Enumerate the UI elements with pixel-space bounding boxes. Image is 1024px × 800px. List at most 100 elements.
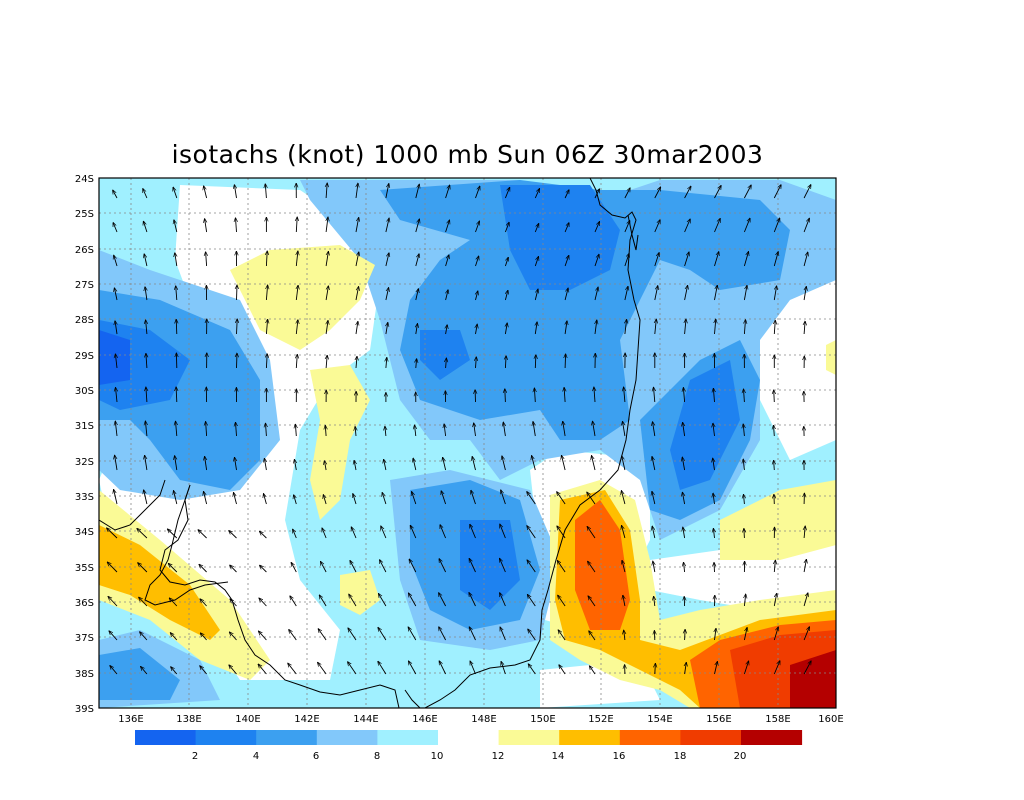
wind-arrow: [713, 493, 715, 505]
wind-arrow: [115, 354, 117, 369]
lon-label: 158E: [765, 714, 790, 725]
wind-arrow: [743, 661, 748, 675]
wind-arrow: [323, 495, 327, 505]
wind-arrow: [415, 425, 416, 437]
wind-arrow: [682, 492, 684, 505]
lon-label: 146E: [412, 714, 437, 725]
wind-arrow: [318, 629, 327, 641]
wind-arrow: [409, 559, 417, 573]
wind-arrow: [412, 492, 417, 505]
wind-arrow: [504, 257, 508, 267]
wind-arrow: [408, 627, 417, 641]
wind-arrow: [440, 525, 447, 539]
wind-arrow: [804, 526, 805, 539]
wind-arrow: [108, 597, 118, 607]
wind-arrow: [439, 593, 446, 607]
wind-arrow: [505, 356, 506, 369]
wind-arrow: [409, 661, 417, 675]
wind-arrow: [444, 424, 446, 437]
wind-arrow: [266, 354, 267, 369]
wind-arrow: [234, 493, 237, 505]
wind-arrow: [532, 456, 536, 471]
wind-arrow: [654, 286, 658, 301]
wind-arrow: [171, 667, 178, 675]
wind-arrow: [355, 427, 356, 437]
wind-arrow: [684, 252, 689, 267]
wind-arrow: [416, 359, 417, 369]
wind-arrow: [325, 251, 328, 267]
wind-arrow: [168, 563, 178, 573]
wind-arrow: [588, 561, 596, 573]
wind-arrow: [773, 661, 780, 675]
wind-arrow: [527, 526, 536, 539]
wind-arrow: [589, 631, 596, 641]
wind-arrow: [685, 662, 687, 675]
wind-arrow: [382, 493, 387, 505]
wind-arrow: [415, 184, 420, 199]
lon-label: 148E: [471, 714, 496, 725]
wind-arrow: [145, 421, 147, 437]
wind-arrow: [205, 219, 207, 233]
wind-arrow: [683, 527, 685, 539]
wind-arrow: [744, 320, 745, 335]
wind-arrow: [264, 494, 267, 505]
wind-arrow: [237, 285, 238, 301]
wind-arrow: [113, 190, 118, 199]
wind-arrow: [621, 491, 626, 505]
wind-arrow: [350, 561, 357, 573]
wind-arrow: [803, 185, 811, 199]
wind-arrow: [595, 320, 597, 335]
wind-arrow: [653, 561, 655, 573]
wind-arrow: [289, 630, 297, 641]
wind-arrow: [446, 325, 448, 335]
wind-arrow: [296, 251, 298, 267]
wind-arrow: [110, 666, 118, 675]
wind-arrow: [534, 224, 538, 233]
wind-arrow: [326, 355, 327, 369]
wind-arrow: [385, 218, 389, 233]
wind-arrow: [500, 524, 506, 539]
wind-arrow: [502, 456, 506, 471]
wind-arrow: [379, 594, 387, 607]
wind-arrow: [144, 490, 148, 505]
wind-arrow: [356, 183, 358, 199]
wind-arrow: [803, 627, 809, 641]
wind-arrow: [235, 457, 237, 471]
plot-frame: [98, 177, 837, 709]
wind-arrow: [145, 455, 148, 471]
wind-arrow: [587, 492, 596, 505]
wind-arrow: [803, 252, 808, 267]
wind-arrow: [206, 252, 207, 267]
wind-arrow: [266, 251, 267, 267]
wind-arrow: [504, 222, 509, 233]
wind-arrow: [773, 185, 781, 199]
wind-arrow: [534, 289, 538, 301]
lon-label: 160E: [818, 714, 843, 725]
wind-arrow: [139, 597, 148, 607]
wind-arrow: [683, 422, 685, 437]
wind-arrow: [175, 253, 177, 267]
wind-arrow: [264, 458, 266, 471]
wind-arrow: [290, 596, 297, 607]
wind-arrow: [469, 627, 476, 641]
wind-arrow: [501, 662, 506, 675]
colorbar-swatch: [377, 730, 439, 745]
wind-arrow: [107, 528, 118, 539]
wind-arrow: [445, 185, 450, 199]
wind-arrow: [266, 285, 267, 301]
wind-arrow: [167, 529, 178, 539]
wind-arrow: [773, 218, 779, 233]
wind-arrow: [318, 662, 327, 675]
wind-arrow: [652, 457, 656, 471]
wind-arrow: [115, 321, 117, 335]
wind-arrow: [146, 387, 147, 403]
wind-arrow: [415, 289, 419, 301]
colorbar-label: 6: [313, 751, 319, 762]
wind-arrow: [237, 353, 238, 369]
colorbar-label: 16: [613, 751, 626, 762]
wind-arrow: [380, 560, 387, 573]
wind-arrow: [295, 424, 296, 437]
wind-arrow: [173, 187, 178, 199]
colorbar-label: 10: [431, 751, 444, 762]
